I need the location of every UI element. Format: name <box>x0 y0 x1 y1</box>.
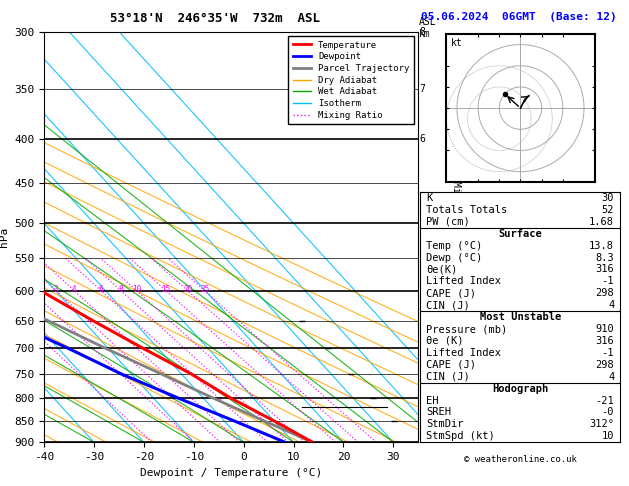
Text: 3: 3 <box>419 343 425 353</box>
Text: 316: 316 <box>596 264 614 275</box>
Text: 13.8: 13.8 <box>589 241 614 251</box>
Text: PW (cm): PW (cm) <box>426 217 470 227</box>
Text: 1: 1 <box>419 416 425 426</box>
Text: K: K <box>426 193 432 203</box>
Text: 4: 4 <box>72 285 77 295</box>
Text: 6: 6 <box>419 134 425 144</box>
Text: 316: 316 <box>596 336 614 346</box>
Text: 298: 298 <box>596 288 614 298</box>
Text: 298: 298 <box>596 360 614 370</box>
Text: StmSpd (kt): StmSpd (kt) <box>426 431 495 441</box>
Text: CIN (J): CIN (J) <box>426 372 470 382</box>
Text: 05.06.2024  06GMT  (Base: 12): 05.06.2024 06GMT (Base: 12) <box>421 12 617 22</box>
Text: 1.68: 1.68 <box>589 217 614 227</box>
Text: 15: 15 <box>162 285 170 295</box>
Text: -1: -1 <box>602 348 614 358</box>
Text: 10: 10 <box>602 431 614 441</box>
Text: km: km <box>419 29 431 39</box>
Text: 910: 910 <box>596 324 614 334</box>
Text: CAPE (J): CAPE (J) <box>426 360 476 370</box>
Text: 4: 4 <box>608 300 614 310</box>
Text: kt: kt <box>451 38 462 49</box>
Text: ASL: ASL <box>419 17 437 27</box>
Text: 4: 4 <box>608 372 614 382</box>
Text: 30: 30 <box>602 193 614 203</box>
Text: 25: 25 <box>200 285 209 295</box>
Text: 52: 52 <box>602 205 614 215</box>
Text: -0: -0 <box>602 407 614 417</box>
Text: LCL: LCL <box>419 402 437 413</box>
Text: 3: 3 <box>53 285 58 295</box>
Text: Mixing Ratio (g/kg): Mixing Ratio (g/kg) <box>451 181 460 293</box>
Text: EH: EH <box>426 396 438 405</box>
Text: 5: 5 <box>419 218 425 227</box>
Text: 8: 8 <box>419 27 425 36</box>
X-axis label: Dewpoint / Temperature (°C): Dewpoint / Temperature (°C) <box>140 468 322 478</box>
Text: 2: 2 <box>419 393 425 403</box>
Text: Pressure (mb): Pressure (mb) <box>426 324 508 334</box>
Text: Totals Totals: Totals Totals <box>426 205 508 215</box>
Text: θe(K): θe(K) <box>426 264 457 275</box>
Text: Temp (°C): Temp (°C) <box>426 241 482 251</box>
Text: © weatheronline.co.uk: © weatheronline.co.uk <box>464 455 577 464</box>
Legend: Temperature, Dewpoint, Parcel Trajectory, Dry Adiabat, Wet Adiabat, Isotherm, Mi: Temperature, Dewpoint, Parcel Trajectory… <box>288 36 414 124</box>
Text: 312°: 312° <box>589 419 614 430</box>
Text: 8: 8 <box>118 285 123 295</box>
Text: θe (K): θe (K) <box>426 336 464 346</box>
Text: 4: 4 <box>419 286 425 295</box>
Text: Dewp (°C): Dewp (°C) <box>426 253 482 262</box>
Text: StmDir: StmDir <box>426 419 464 430</box>
Text: 10: 10 <box>132 285 141 295</box>
Text: Hodograph: Hodograph <box>492 383 548 394</box>
Text: Lifted Index: Lifted Index <box>426 277 501 286</box>
Text: 8.3: 8.3 <box>596 253 614 262</box>
Y-axis label: hPa: hPa <box>0 227 9 247</box>
Text: -21: -21 <box>596 396 614 405</box>
Text: Lifted Index: Lifted Index <box>426 348 501 358</box>
Text: SREH: SREH <box>426 407 451 417</box>
Text: 53°18'N  246°35'W  732m  ASL: 53°18'N 246°35'W 732m ASL <box>111 12 320 25</box>
Text: -1: -1 <box>602 277 614 286</box>
Text: 7: 7 <box>419 84 425 94</box>
Text: Most Unstable: Most Unstable <box>479 312 561 322</box>
Text: 6: 6 <box>99 285 103 295</box>
Text: 20: 20 <box>183 285 192 295</box>
Text: CAPE (J): CAPE (J) <box>426 288 476 298</box>
Text: Surface: Surface <box>498 229 542 239</box>
Text: CIN (J): CIN (J) <box>426 300 470 310</box>
